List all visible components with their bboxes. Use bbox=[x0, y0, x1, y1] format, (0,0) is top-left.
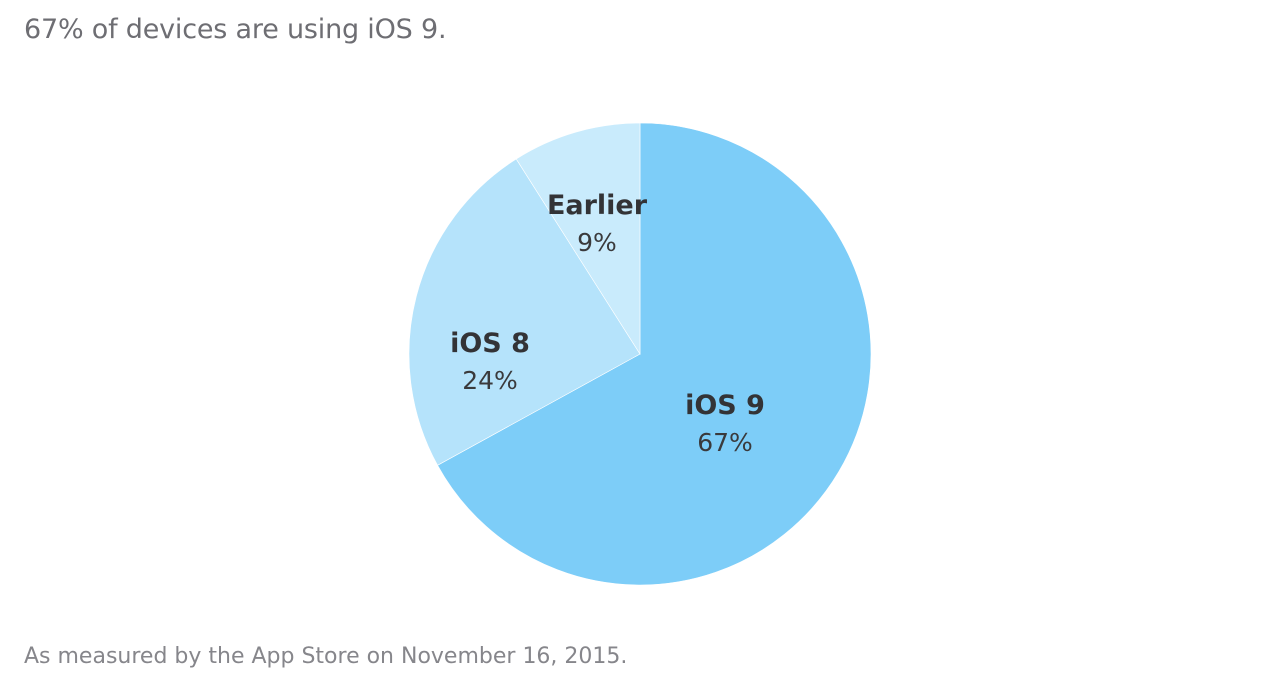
slice-value-ios-8: 24% bbox=[462, 366, 518, 395]
slice-label-ios-9: iOS 9 bbox=[685, 390, 765, 421]
footnote: As measured by the App Store on November… bbox=[24, 644, 628, 669]
pie-slice-earlier bbox=[515, 122, 641, 356]
pie-slice-ios-9 bbox=[437, 122, 872, 586]
slice-label-ios-8: iOS 8 bbox=[450, 328, 530, 359]
slice-label-earlier: Earlier bbox=[547, 190, 648, 221]
slice-value-ios-9: 67% bbox=[697, 428, 753, 457]
pie-slice-ios-8 bbox=[408, 158, 641, 466]
slice-value-earlier: 9% bbox=[577, 228, 617, 257]
page-title: 67% of devices are using iOS 9. bbox=[24, 14, 447, 45]
